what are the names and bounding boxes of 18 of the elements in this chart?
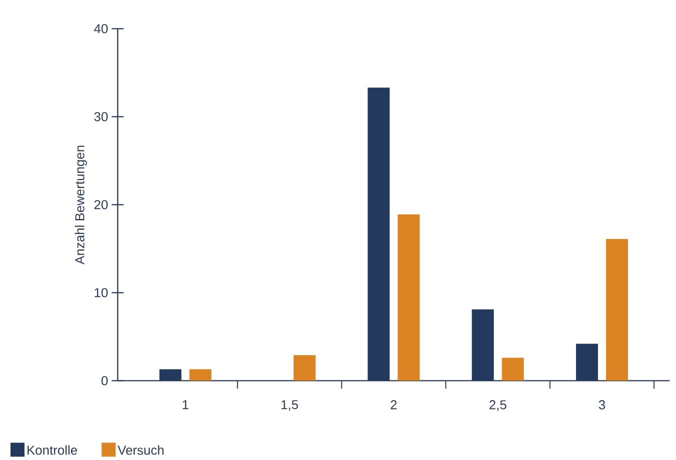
legend-label: Kontrolle: [28, 445, 78, 455]
x-tick-label: 2: [390, 400, 397, 410]
bar: [398, 214, 420, 381]
y-tick-label: 40: [94, 24, 108, 34]
x-tick-label: 2,5: [490, 400, 506, 411]
x-tick-label: 1,5: [282, 400, 298, 411]
x-tick-label: 1: [182, 400, 188, 410]
bar: [502, 358, 524, 381]
bar: [189, 369, 212, 381]
bar: [606, 238, 628, 381]
x-tick-label: 3: [598, 400, 606, 410]
y-axis-title: Anzahl Bewertungen: [74, 146, 87, 264]
y-tick-label: 30: [94, 112, 108, 122]
y-tick-label: 20: [94, 200, 108, 210]
y-tick-label: 10: [94, 288, 108, 298]
bar: [294, 355, 316, 381]
legend-label: Versuch: [118, 445, 164, 455]
y-tick-label: 0: [101, 376, 108, 386]
